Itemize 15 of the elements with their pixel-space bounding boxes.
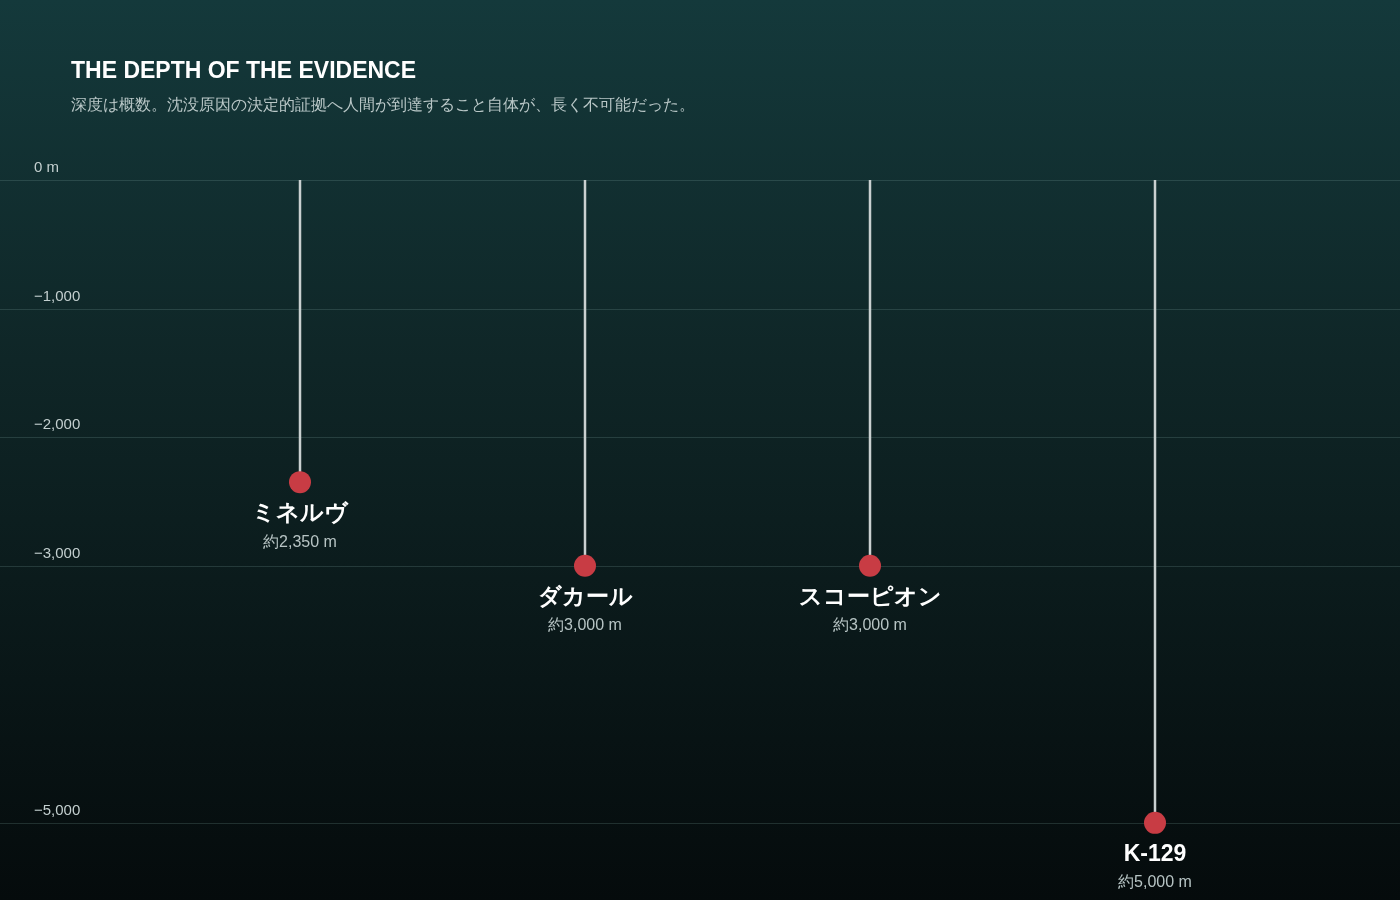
data-label: 約5,000 m [1118, 873, 1192, 891]
x-tick-label: ミネルヴ [252, 499, 349, 526]
x-tick-label: K-129 [1123, 840, 1187, 867]
text: THE DEPTH OF THE EVIDENCE [71, 56, 417, 84]
data-label: 約3,000 m [548, 616, 622, 634]
y-tick-label: −3,000 [34, 543, 81, 561]
x-tick-label: ダカール [537, 583, 633, 610]
y-tick-label: −5,000 [34, 801, 81, 818]
y-tick-label: 0 m [34, 158, 60, 176]
y-tick-label: −1,000 [34, 286, 81, 304]
x-tick-label: スコーピオン [798, 583, 942, 610]
data-label: 約2,350 m [263, 532, 337, 550]
data-label: 約3,000 m [833, 616, 907, 634]
text: 深度は概数。沈没原因の決定的証拠へ人間が到達すること自体が、長く不可能だった。 [71, 95, 695, 115]
y-tick-label: −2,000 [34, 415, 81, 433]
